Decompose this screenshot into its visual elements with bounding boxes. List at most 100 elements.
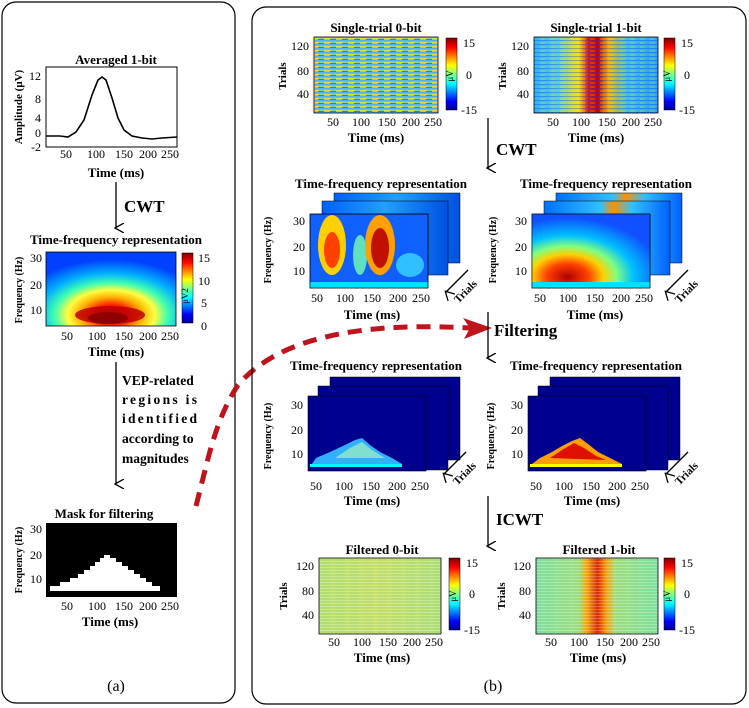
tf0-ytick: 20 <box>293 240 305 254</box>
ftf1-xtick: 250 <box>631 479 649 493</box>
filt0-xtick: 150 <box>379 635 397 649</box>
tf-representation-a: Time-frequency representation 30 20 10 5… <box>14 232 210 359</box>
filt1-ytick: 120 <box>513 559 531 573</box>
filt1-title: Filtered 1-bit <box>562 542 636 557</box>
tf0-title: Time-frequency representation <box>295 176 468 191</box>
filt0-title: Filtered 0-bit <box>345 542 419 557</box>
single0-ytick: 80 <box>297 64 309 78</box>
filt0-cbar-tick: 15 <box>466 556 478 570</box>
tf1-title: Time-frequency representation <box>520 176 693 191</box>
filt0-xtick: 250 <box>425 635 443 649</box>
single0-xtick: 50 <box>327 115 339 129</box>
tf1-trials-label: Trials <box>673 277 701 305</box>
mask-xtick: 200 <box>139 599 157 613</box>
avg-ytick: -2 <box>31 140 41 154</box>
vep-note-line: regions is <box>122 392 197 407</box>
tf-a-cbar-tick: 5 <box>201 296 207 310</box>
filt0-ytick: 40 <box>302 608 314 622</box>
single-trial-1bit-plot: Single-trial 1-bit 120 80 40 50 100 150 … <box>497 20 695 145</box>
single0-cbar-tick: 0 <box>466 68 472 82</box>
single1-xtick: 150 <box>598 115 616 129</box>
tf-a-xtick: 250 <box>161 329 179 343</box>
ftf1-xtick: 200 <box>608 479 626 493</box>
filt0-xtick: 200 <box>403 635 421 649</box>
mask-title: Mask for filtering <box>55 506 154 521</box>
single1-ytick: 80 <box>517 64 529 78</box>
vep-note: VEP-related regions is identified accord… <box>122 373 197 466</box>
tf1-xtick: 200 <box>612 291 630 305</box>
vep-note-line: VEP-related <box>122 373 194 388</box>
ftf1-trials-label: Trials <box>673 459 701 487</box>
filt1-cbar-unit: μV <box>662 590 672 602</box>
tf-a-colorbar <box>181 252 194 324</box>
single0-title: Single-trial 0-bit <box>330 20 422 35</box>
trials-arrow <box>444 451 467 474</box>
tf-a-title: Time-frequency representation <box>30 232 203 247</box>
tf1-xlabel: Time (ms) <box>567 307 623 322</box>
averaged-erp-curve <box>46 76 178 140</box>
averaged-plot-title: Averaged 1-bit <box>75 52 157 67</box>
tf1-ytick: 10 <box>515 264 527 278</box>
ftf0-ytick: 10 <box>291 447 303 461</box>
cwt-label-a: CWT <box>124 197 165 216</box>
filt1-colorbar <box>663 557 676 631</box>
mask-xtick: 100 <box>88 599 106 613</box>
panel-a-caption: (a) <box>107 678 125 695</box>
vep-note-line: magnitudes <box>122 451 189 466</box>
ftf1-ytick: 30 <box>511 398 523 412</box>
tf-a-xtick: 200 <box>139 329 157 343</box>
tf0-xtick: 150 <box>363 291 381 305</box>
single1-title: Single-trial 1-bit <box>550 20 642 35</box>
averaged-1bit-plot: Averaged 1-bit 12 8 4 0 -2 50 100 150 20… <box>13 52 179 180</box>
filt0-xtick: 100 <box>353 635 371 649</box>
filt0-xtick: 50 <box>328 635 340 649</box>
avg-xlabel: Time (ms) <box>88 165 144 180</box>
single0-xtick: 100 <box>352 115 370 129</box>
mask-ytick: 20 <box>30 548 42 562</box>
filt1-xtick: 100 <box>570 635 588 649</box>
filt1-ytick: 80 <box>519 584 531 598</box>
single1-xlabel: Time (ms) <box>568 130 624 145</box>
mask-plot: Mask for filtering 30 20 10 50 100 150 2… <box>14 506 179 629</box>
ftf0-ylabel: Frequency (Hz) <box>263 403 274 470</box>
tf0-xlabel: Time (ms) <box>344 307 400 322</box>
tf-a-cbar-tick: 10 <box>198 274 210 288</box>
ftf1-xtick: 150 <box>582 479 600 493</box>
filtering-dashed-arrow <box>193 324 471 507</box>
tf0-xtick: 200 <box>389 291 407 305</box>
ftf0-xtick: 200 <box>388 479 406 493</box>
filt1-cbar-tick: 15 <box>681 556 693 570</box>
single-trial-0bit-plot: Single-trial 0-bit 120 80 40 50 100 150 … <box>277 20 477 145</box>
ftf1-xlabel: Time (ms) <box>564 493 620 508</box>
single0-xtick: 150 <box>378 115 396 129</box>
ftf0-xtick: 250 <box>411 479 429 493</box>
tf-a-cbar-tick: 0 <box>201 319 207 333</box>
filt0-xlabel: Time (ms) <box>354 650 410 665</box>
single0-xlabel: Time (ms) <box>348 130 404 145</box>
ftf0-trials-label: Trials <box>451 459 479 487</box>
ftf0-ytick: 30 <box>291 398 303 412</box>
filt1-cbar-tick: 0 <box>684 587 690 601</box>
single0-xtick: 200 <box>402 115 420 129</box>
mask-ytick: 10 <box>30 572 42 586</box>
tf-a-cbar-tick: 15 <box>198 251 210 265</box>
trials-arrow <box>446 269 469 292</box>
single1-ytick: 40 <box>517 87 529 101</box>
single1-xtick: 200 <box>622 115 640 129</box>
avg-ytick: 4 <box>35 111 41 125</box>
single0-cbar-unit: μV <box>445 70 455 82</box>
filt0-cbar-unit: μV <box>448 590 458 602</box>
single1-xtick: 250 <box>644 115 662 129</box>
tf0-ylabel: Frequency (Hz) <box>263 217 274 284</box>
ftf0-xlabel: Time (ms) <box>344 493 400 508</box>
tf1-xtick: 250 <box>635 291 653 305</box>
trials-arrow <box>666 451 689 474</box>
panel-a-frame <box>1 1 236 704</box>
ftf0-ytick: 20 <box>291 423 303 437</box>
avg-xtick: 50 <box>60 147 72 161</box>
tf1-ylabel: Frequency (Hz) <box>488 217 499 284</box>
filt1-xlabel: Time (ms) <box>570 650 626 665</box>
tf0-xtick: 50 <box>311 291 323 305</box>
ftf1-ytick: 10 <box>511 447 523 461</box>
